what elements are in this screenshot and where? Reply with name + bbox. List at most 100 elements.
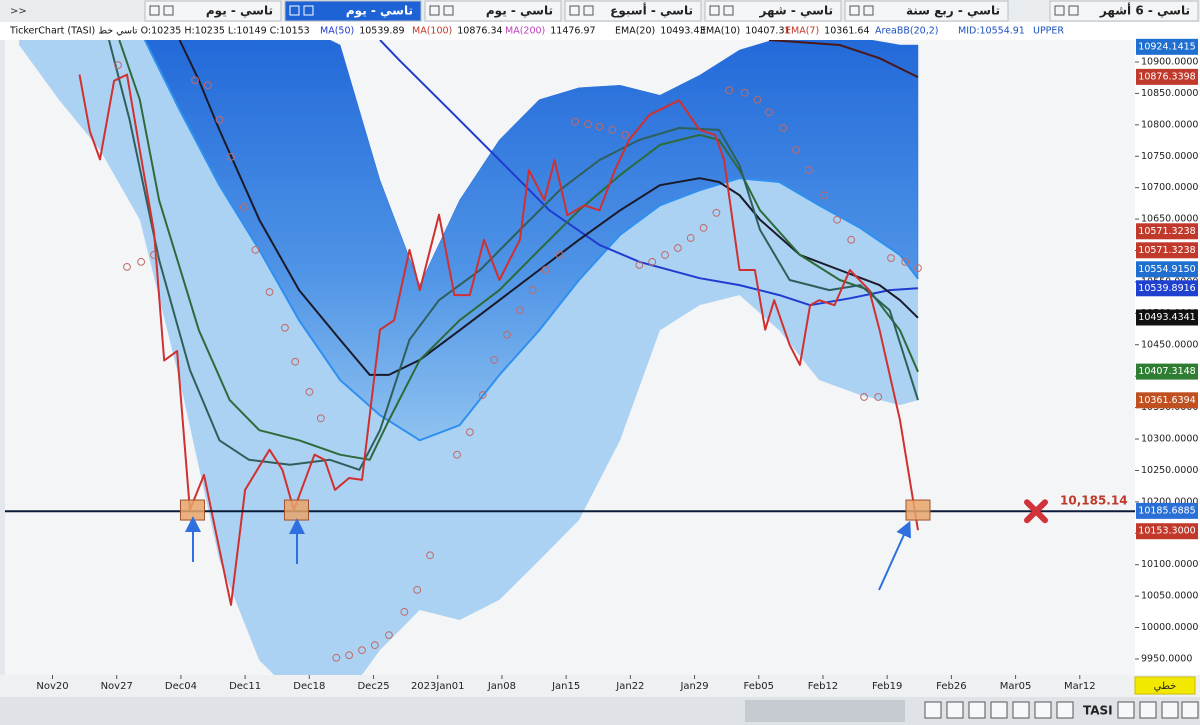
icon-button[interactable] bbox=[968, 701, 986, 719]
price-tag-label: 10361.6394 bbox=[1138, 395, 1195, 406]
sar-dot bbox=[887, 254, 895, 262]
band-lower-area bbox=[19, 40, 918, 675]
icon-button[interactable] bbox=[924, 701, 942, 719]
icon-button[interactable] bbox=[1117, 701, 1135, 719]
price-tag bbox=[1136, 261, 1198, 278]
style-button[interactable] bbox=[1134, 676, 1196, 695]
sar-dot bbox=[227, 152, 235, 161]
icon-button[interactable] bbox=[1056, 701, 1074, 719]
tab-label[interactable]: تاسي - أسبوع bbox=[610, 3, 693, 19]
y-tick-label: 10050.0000 bbox=[1141, 591, 1198, 602]
sar-dot bbox=[503, 330, 511, 339]
tab-icon[interactable] bbox=[303, 5, 314, 16]
annotation-arrow bbox=[878, 520, 911, 591]
tab-icon[interactable] bbox=[429, 5, 440, 16]
sar-dot bbox=[426, 551, 434, 560]
sar-dot bbox=[478, 391, 487, 399]
tab-icon[interactable] bbox=[443, 5, 454, 16]
highlight-box bbox=[905, 499, 931, 521]
y-tick-label: 10650.0000 bbox=[1141, 214, 1198, 225]
price-tag-label: 10407.3148 bbox=[1138, 366, 1195, 377]
tab[interactable] bbox=[424, 0, 562, 22]
sar-dot bbox=[114, 61, 122, 70]
x-tick-label: Feb26 bbox=[936, 681, 966, 692]
tab-icon[interactable] bbox=[583, 5, 594, 16]
sar-dot bbox=[528, 286, 537, 295]
indicator-value: 10539.89 bbox=[359, 26, 404, 37]
tab-icon[interactable] bbox=[849, 5, 860, 16]
line-label: 10,185.14 bbox=[1060, 494, 1128, 508]
y-tick-label: 10900.0000 bbox=[1141, 56, 1198, 67]
price-tag bbox=[1136, 68, 1198, 85]
sar-dot bbox=[137, 257, 146, 266]
sar-dot bbox=[358, 646, 366, 655]
tab[interactable] bbox=[844, 0, 1009, 22]
tab-label[interactable]: تاسي - شهر bbox=[759, 4, 833, 18]
indicator-name: MA(50) bbox=[320, 26, 354, 37]
price-tag bbox=[1136, 523, 1198, 540]
icon-button[interactable] bbox=[1139, 701, 1157, 719]
y-tick-label: 9950.0000 bbox=[1141, 653, 1192, 664]
indicator-name: MA(100) bbox=[412, 26, 452, 37]
sar-dot bbox=[621, 130, 630, 139]
indicator-value: 10493.43 bbox=[660, 26, 705, 37]
info-bar bbox=[0, 22, 1200, 40]
sar-dot bbox=[571, 117, 580, 126]
tab-label[interactable]: تاسي - يوم bbox=[486, 4, 553, 19]
sar-dot bbox=[673, 244, 682, 252]
sar-dot bbox=[490, 355, 499, 364]
icon-button[interactable] bbox=[1161, 701, 1179, 719]
tab-icon[interactable] bbox=[1068, 5, 1079, 16]
sar-dot bbox=[792, 146, 800, 154]
icon-button[interactable] bbox=[1181, 701, 1199, 719]
tab[interactable] bbox=[704, 0, 842, 22]
price-tag bbox=[1136, 392, 1198, 409]
x-tick-label: Jan15 bbox=[551, 681, 580, 692]
sar-dot bbox=[123, 262, 131, 271]
tab-icon[interactable] bbox=[569, 5, 580, 16]
sar-dot bbox=[648, 257, 657, 266]
tab[interactable] bbox=[1049, 0, 1199, 22]
y-tick-label: 10700.0000 bbox=[1141, 182, 1198, 193]
style-button-label[interactable]: خطي bbox=[1154, 681, 1177, 692]
tab-icon[interactable] bbox=[149, 5, 160, 16]
tab[interactable] bbox=[144, 0, 282, 22]
tab-icon[interactable] bbox=[723, 5, 734, 16]
icon-button[interactable] bbox=[1034, 701, 1052, 719]
y-tick-label: 10750.0000 bbox=[1141, 151, 1198, 162]
tab-label[interactable]: تاسي - 6 أشهر bbox=[1099, 3, 1190, 18]
tab-icon[interactable] bbox=[163, 5, 174, 16]
tab-nav[interactable]: >> bbox=[10, 6, 27, 17]
price-tag-label: 10539.8916 bbox=[1138, 283, 1195, 294]
tab-label[interactable]: تاسي - ربع سنة bbox=[906, 4, 1000, 18]
price-tag bbox=[1136, 242, 1198, 259]
delete-marker[interactable] bbox=[1024, 499, 1048, 524]
tab-icon[interactable] bbox=[863, 5, 874, 16]
icon-button[interactable] bbox=[1012, 701, 1030, 719]
sar-dot bbox=[860, 393, 868, 401]
tab-label[interactable]: تاسي - يوم bbox=[346, 4, 413, 19]
scrollbar[interactable] bbox=[745, 700, 905, 722]
indicator-value: 11476.97 bbox=[550, 26, 595, 37]
tab-label[interactable]: تاسي - يوم bbox=[206, 4, 273, 19]
x-tick-label: Nov20 bbox=[36, 681, 68, 692]
highlight-box bbox=[283, 499, 309, 521]
tab[interactable] bbox=[284, 0, 422, 22]
sar-dot bbox=[595, 122, 604, 131]
tab-icon[interactable] bbox=[1054, 5, 1065, 16]
sar-dot bbox=[584, 120, 592, 129]
sar-dot bbox=[740, 88, 749, 97]
x-axis-panel bbox=[0, 675, 1200, 697]
tab[interactable] bbox=[564, 0, 702, 22]
indicator-name: MA(200) bbox=[505, 26, 545, 37]
icon-button[interactable] bbox=[946, 701, 964, 719]
price-tag-label: 10571.3238 bbox=[1138, 245, 1195, 256]
sar-dot bbox=[874, 393, 883, 401]
tab-icon[interactable] bbox=[289, 5, 300, 16]
icon-button[interactable] bbox=[990, 701, 1008, 719]
sar-dot bbox=[847, 235, 856, 244]
sar-dot bbox=[332, 653, 341, 662]
sar-dot bbox=[316, 414, 325, 423]
price-tag-label: 10876.3398 bbox=[1138, 71, 1195, 82]
tab-icon[interactable] bbox=[709, 5, 720, 16]
